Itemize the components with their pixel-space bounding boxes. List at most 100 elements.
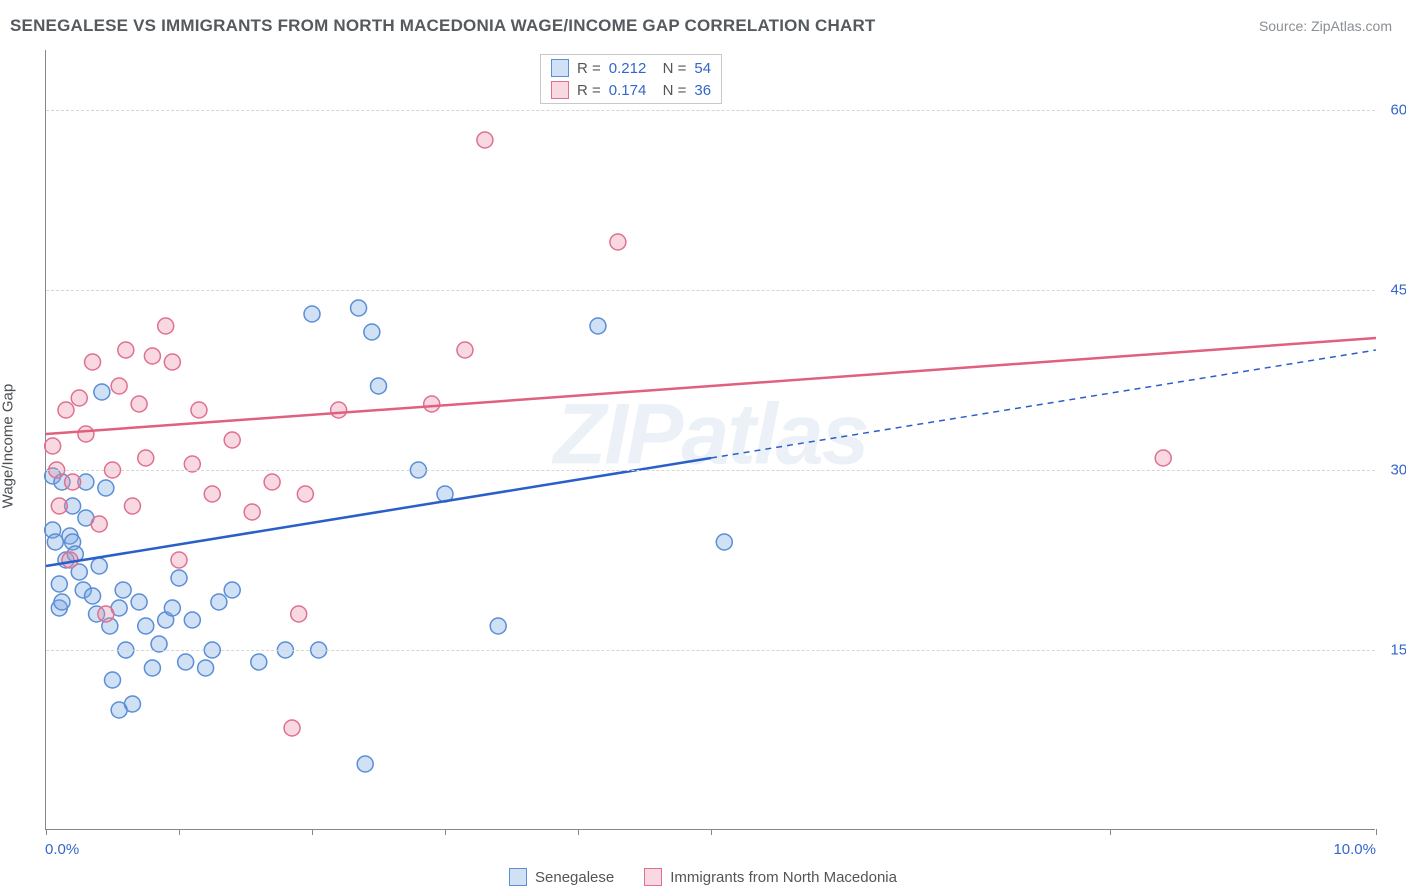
chart-title: SENEGALESE VS IMMIGRANTS FROM NORTH MACE… [10, 16, 876, 36]
data-point [457, 342, 473, 358]
data-point [164, 354, 180, 370]
x-tick [578, 829, 579, 835]
legend-swatch [551, 81, 569, 99]
series-legend-item: Immigrants from North Macedonia [644, 868, 897, 886]
data-point [204, 486, 220, 502]
data-point [171, 570, 187, 586]
data-point [85, 588, 101, 604]
data-point [171, 552, 187, 568]
data-point [54, 594, 70, 610]
data-point [124, 498, 140, 514]
data-point [98, 480, 114, 496]
data-point [164, 600, 180, 616]
data-point [291, 606, 307, 622]
data-point [191, 402, 207, 418]
data-point [51, 498, 67, 514]
x-tick [46, 829, 47, 835]
legend-n-label: N = [654, 82, 686, 99]
data-point [115, 582, 131, 598]
data-point [118, 342, 134, 358]
legend-r-value: 0.174 [609, 82, 647, 99]
legend-swatch [644, 868, 662, 886]
gridline [46, 110, 1375, 111]
gridline [46, 290, 1375, 291]
data-point [251, 654, 267, 670]
regression-line [46, 338, 1376, 434]
series-legend-label: Senegalese [535, 869, 614, 886]
y-axis-title: Wage/Income Gap [0, 384, 17, 509]
chart-container: SENEGALESE VS IMMIGRANTS FROM NORTH MACE… [0, 0, 1406, 892]
data-point [284, 720, 300, 736]
series-legend-item: Senegalese [509, 868, 614, 886]
data-point [138, 450, 154, 466]
data-point [105, 672, 121, 688]
x-tick [1376, 829, 1377, 835]
data-point [1155, 450, 1171, 466]
x-tick [312, 829, 313, 835]
data-point [610, 234, 626, 250]
data-point [98, 606, 114, 622]
data-point [477, 132, 493, 148]
data-point [65, 474, 81, 490]
legend-row: R = 0.212 N = 54 [541, 57, 721, 79]
data-point [211, 594, 227, 610]
data-point [144, 660, 160, 676]
data-point [178, 654, 194, 670]
data-point [58, 402, 74, 418]
source-label: Source: ZipAtlas.com [1259, 18, 1392, 34]
chart-svg [46, 50, 1375, 829]
y-tick-label: 60.0% [1383, 102, 1406, 119]
data-point [331, 402, 347, 418]
data-point [158, 318, 174, 334]
data-point [138, 618, 154, 634]
legend-n-label: N = [654, 60, 686, 77]
data-point [264, 474, 280, 490]
data-point [244, 504, 260, 520]
data-point [144, 348, 160, 364]
data-point [304, 306, 320, 322]
data-point [71, 390, 87, 406]
y-tick-label: 15.0% [1383, 642, 1406, 659]
data-point [357, 756, 373, 772]
data-point [131, 396, 147, 412]
legend-n-value: 36 [694, 82, 711, 99]
data-point [224, 432, 240, 448]
data-point [351, 300, 367, 316]
data-point [85, 354, 101, 370]
x-tick [179, 829, 180, 835]
legend-r-value: 0.212 [609, 60, 647, 77]
data-point [184, 612, 200, 628]
y-tick-label: 30.0% [1383, 462, 1406, 479]
data-point [224, 582, 240, 598]
data-point [47, 534, 63, 550]
data-point [124, 696, 140, 712]
regression-line [46, 458, 711, 566]
data-point [297, 486, 313, 502]
y-tick-label: 45.0% [1383, 282, 1406, 299]
bottom-legend: Senegalese Immigrants from North Macedoni… [0, 868, 1406, 886]
data-point [45, 438, 61, 454]
series-legend-label: Immigrants from North Macedonia [670, 869, 897, 886]
data-point [371, 378, 387, 394]
data-point [94, 384, 110, 400]
data-point [131, 594, 147, 610]
legend-r-label: R = [577, 60, 601, 77]
data-point [78, 426, 94, 442]
data-point [91, 558, 107, 574]
data-point [91, 516, 107, 532]
data-point [490, 618, 506, 634]
legend-swatch [509, 868, 527, 886]
regression-line-dashed [711, 350, 1376, 458]
x-tick [711, 829, 712, 835]
x-axis-label-min: 0.0% [45, 841, 79, 858]
gridline [46, 650, 1375, 651]
data-point [364, 324, 380, 340]
gridline [46, 470, 1375, 471]
data-point [424, 396, 440, 412]
data-point [590, 318, 606, 334]
plot-area: ZIPatlas 15.0%30.0%45.0%60.0% [45, 50, 1375, 830]
legend-swatch [551, 59, 569, 77]
data-point [111, 378, 127, 394]
legend-r-label: R = [577, 82, 601, 99]
legend-n-value: 54 [694, 60, 711, 77]
